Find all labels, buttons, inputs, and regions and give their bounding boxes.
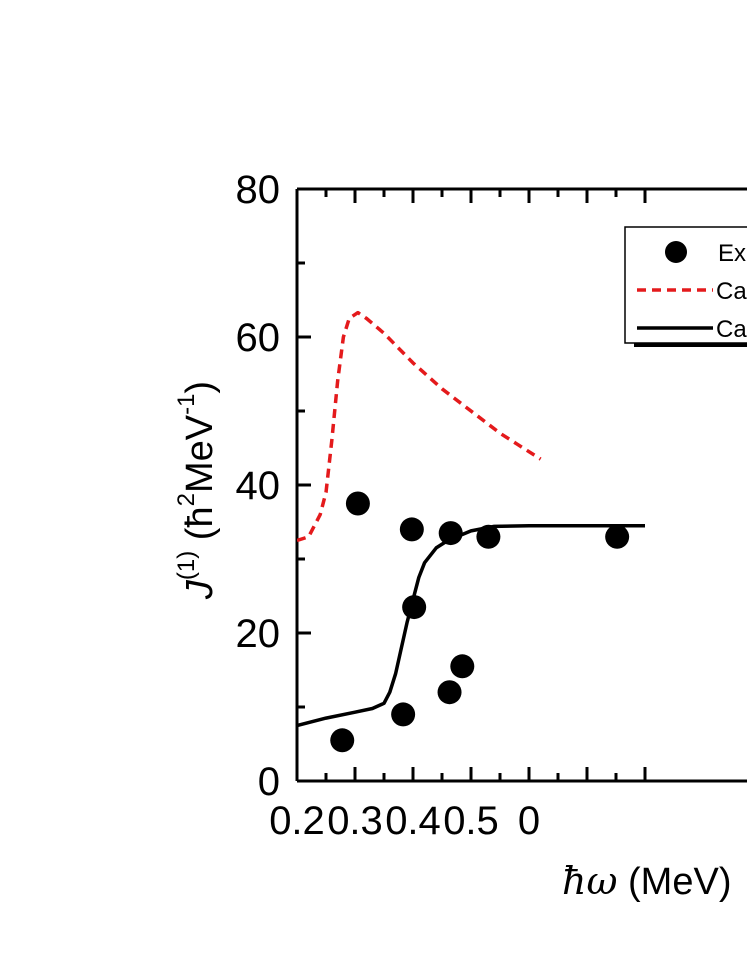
x-tick-label: 0: [518, 799, 540, 843]
y-axis-unit-close: ): [179, 381, 221, 394]
legend-label: Ex: [718, 240, 746, 267]
x-tick-label: 0.3: [327, 799, 383, 843]
x-tick-label: 0.2: [269, 799, 325, 843]
legend-label: Ca: [716, 316, 747, 343]
x-axis-symbol: ħω: [562, 859, 617, 903]
y-axis-superscript: (1): [173, 551, 200, 580]
y-tick-label: 20: [236, 612, 281, 656]
data-point: [391, 702, 416, 727]
legend-label: Ca: [716, 278, 747, 305]
legend: Ex Ca Ca: [624, 226, 747, 347]
data-point: [476, 524, 501, 549]
data-point: [437, 680, 462, 705]
x-axis-unit: (MeV): [628, 861, 731, 903]
tick-labels: 0.2 0.3 0.4 0.5 0 0 20 40 60 80: [236, 168, 541, 843]
x-axis-label: ħω (MeV): [562, 859, 731, 903]
x-tick-label: 0.4: [385, 799, 441, 843]
x-tick-label: 0.5: [443, 799, 499, 843]
y-axis-unit-prefix: (ħ: [179, 506, 221, 540]
data-point: [438, 521, 463, 546]
data-point: [345, 491, 370, 516]
data-point: [450, 654, 475, 679]
series-layer: [297, 310, 645, 753]
series-line-solid: [297, 523, 645, 728]
data-point: [605, 524, 630, 549]
y-tick-label: 40: [236, 464, 281, 508]
y-tick-label: 80: [236, 168, 281, 212]
axes: [295, 187, 747, 783]
y-axis-symbol: J: [179, 579, 221, 600]
data-point: [330, 728, 355, 753]
y-axis-unit-exp2: -1: [173, 394, 200, 415]
legend-box: [624, 226, 747, 344]
legend-marker: [665, 241, 687, 263]
y-axis-label: J(1) (ħ2MeV-1): [173, 381, 221, 600]
y-tick-label: 60: [236, 316, 281, 360]
series-line-dashed: [297, 310, 542, 543]
y-axis-unit-mid: MeV: [179, 414, 221, 493]
data-point: [399, 517, 424, 542]
y-tick-label: 0: [258, 760, 280, 804]
y-axis-unit-exp: 2: [173, 493, 200, 506]
